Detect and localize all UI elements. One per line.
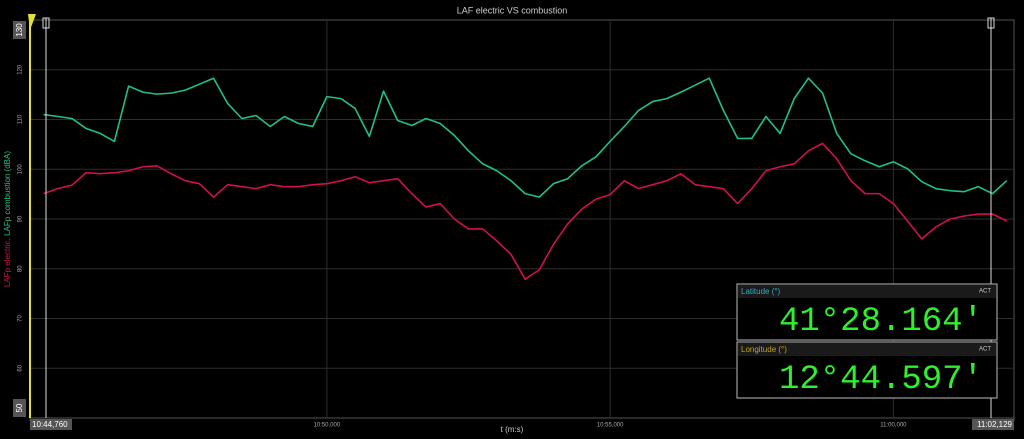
x-tick-box (30, 419, 72, 430)
x-tick-label: 10:55,000 (597, 423, 624, 429)
widget-header (738, 285, 996, 298)
widget-status: ACT (979, 347, 991, 353)
x-tick-label: 11:02,129 (977, 420, 1013, 429)
y-axis-label-part: LAFp electric, (3, 238, 12, 287)
y-axis-label: LAFp electric, LAFp combustion (dBA) (3, 151, 12, 287)
widget-label: Latitude (°) (741, 287, 781, 296)
widget-header (738, 343, 996, 356)
cursor-right-handle[interactable] (987, 17, 995, 29)
x-tick-label: 10:44,760 (32, 420, 68, 429)
y-axis-label-part: LAFp combustion (dBA) (3, 151, 12, 238)
y-tick-label: 70 (18, 315, 24, 322)
y-tick-box (13, 399, 26, 417)
y-tick-label: 130 (15, 23, 24, 37)
series-line (43, 77, 1008, 198)
y-tick-label: 110 (18, 114, 24, 124)
y-tick-label: 90 (18, 215, 24, 222)
x-tick-label: 11:00,000 (880, 423, 907, 429)
y-tick-label: 60 (18, 364, 24, 371)
readout-panel: Latitude (°) ACT 41°28.164' Longitude (°) AC… (736, 283, 998, 399)
y-tick-label: 80 (18, 265, 24, 272)
y-tick-label: 50 (15, 403, 24, 412)
widget-value: 41°28.164' (779, 303, 983, 341)
trigger-flag (28, 14, 36, 30)
widget-status: ACT (979, 289, 991, 295)
cursor-left-handle[interactable] (42, 17, 50, 29)
widget-label: Longitude (°) (741, 345, 787, 354)
y-tick-box (13, 21, 26, 39)
y-tick-label: 120 (18, 64, 24, 75)
x-axis-label: t (m:s) (501, 425, 524, 434)
y-tick-label: 100 (18, 164, 24, 175)
lines (43, 77, 1008, 280)
series-line (43, 142, 1008, 280)
x-tick-label: 10:50,000 (314, 423, 341, 429)
x-tick-box (972, 419, 1014, 430)
chart-title: LAF electric VS combustion (457, 5, 568, 15)
widget-value: 12°44.597' (779, 361, 983, 399)
